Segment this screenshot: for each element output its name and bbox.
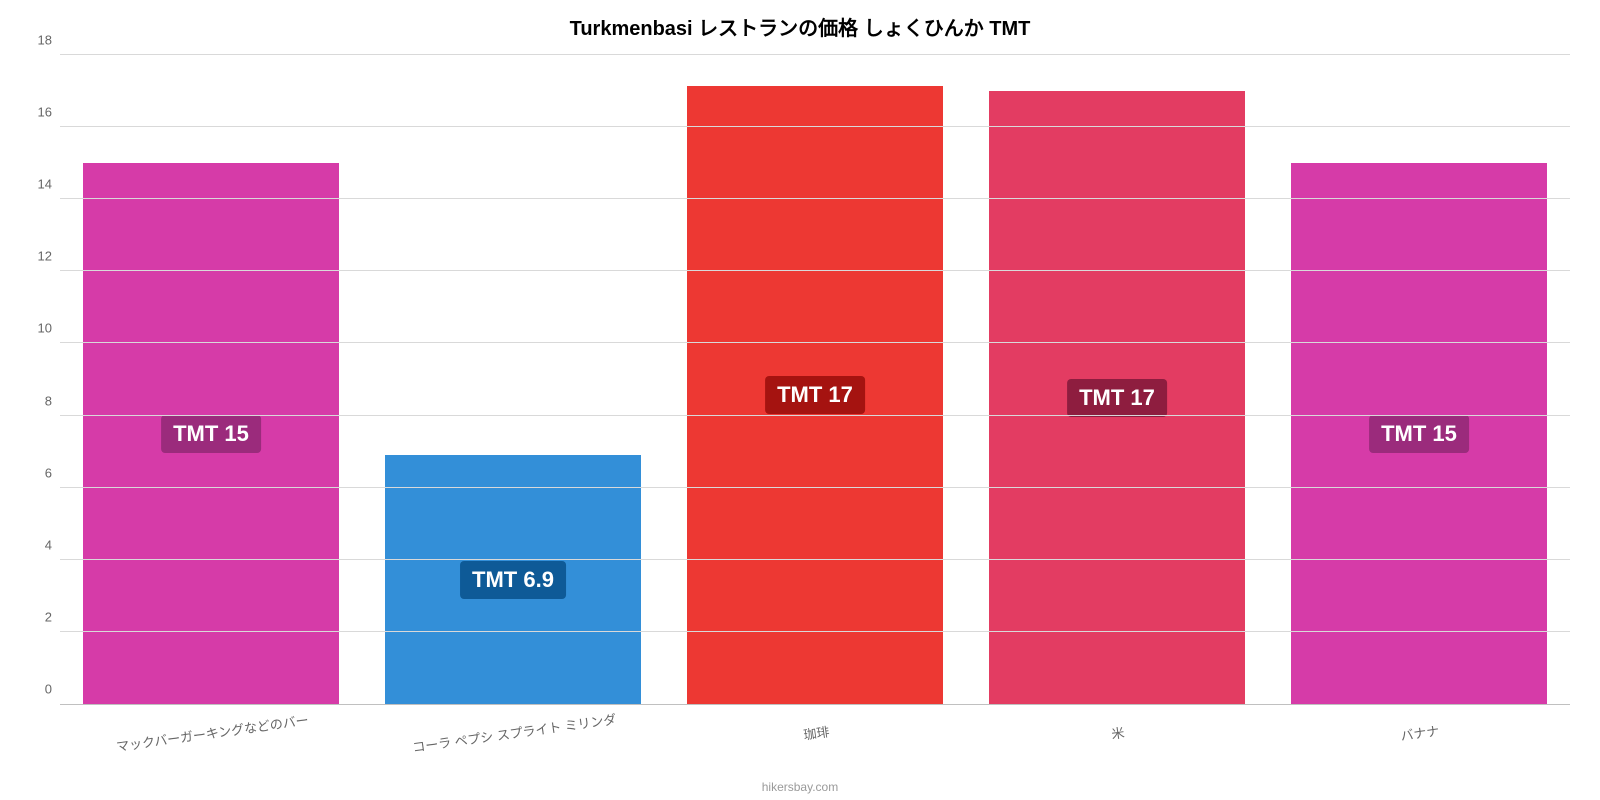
grid-line [60,198,1570,199]
y-tick-label: 12 [20,249,52,264]
bar-value-label: TMT 17 [765,376,865,414]
bar: TMT 17 [989,91,1246,704]
bar-value-label: TMT 17 [1067,379,1167,417]
grid-line [60,342,1570,343]
x-axis-label: 珈琲 [802,721,830,743]
y-tick-label: 8 [20,393,52,408]
y-tick-label: 2 [20,609,52,624]
x-axis-label: 米 [1111,722,1127,743]
y-tick-label: 10 [20,321,52,336]
grid-line [60,559,1570,560]
bar-slot: TMT 17 [664,55,966,704]
bar: TMT 6.9 [385,455,642,704]
y-tick-label: 16 [20,105,52,120]
grid-line [60,487,1570,488]
y-tick-label: 6 [20,465,52,480]
grid-line [60,126,1570,127]
bar-value-label: TMT 15 [161,415,261,453]
grid-line [60,54,1570,55]
bar-value-label: TMT 15 [1369,415,1469,453]
y-tick-label: 14 [20,177,52,192]
grid-line [60,415,1570,416]
bar-slot: TMT 15 [1268,55,1570,704]
bars-group: TMT 15 TMT 6.9 TMT 17 TMT 17 TMT 15 [60,55,1570,704]
y-tick-label: 0 [20,682,52,697]
x-axis-label: バナナ [1400,720,1441,744]
bar-value-label: TMT 6.9 [460,561,566,599]
chart-title: Turkmenbasi レストランの価格 しょくひんか TMT [0,12,1600,41]
y-tick-label: 4 [20,537,52,552]
bar-slot: TMT 15 [60,55,362,704]
x-axis-label: マックバーガーキングなどのバー [115,710,310,756]
bar: TMT 17 [687,86,944,704]
bar-slot: TMT 6.9 [362,55,664,704]
bar-slot: TMT 17 [966,55,1268,704]
grid-line [60,270,1570,271]
bar: TMT 15 [1291,163,1548,704]
chart-container: Turkmenbasi レストランの価格 しょくひんか TMT TMT 15TM… [0,0,1600,800]
bar: TMT 15 [83,163,340,704]
source-label: hikersbay.com [0,780,1600,794]
y-tick-label: 18 [20,33,52,48]
plot-area: TMT 15TMT 6.9TMT 17TMT 17TMT 15 02468101… [60,55,1570,705]
x-axis-label: コーラ ペプシ スプライト ミリンダ [411,709,617,756]
grid-line [60,631,1570,632]
